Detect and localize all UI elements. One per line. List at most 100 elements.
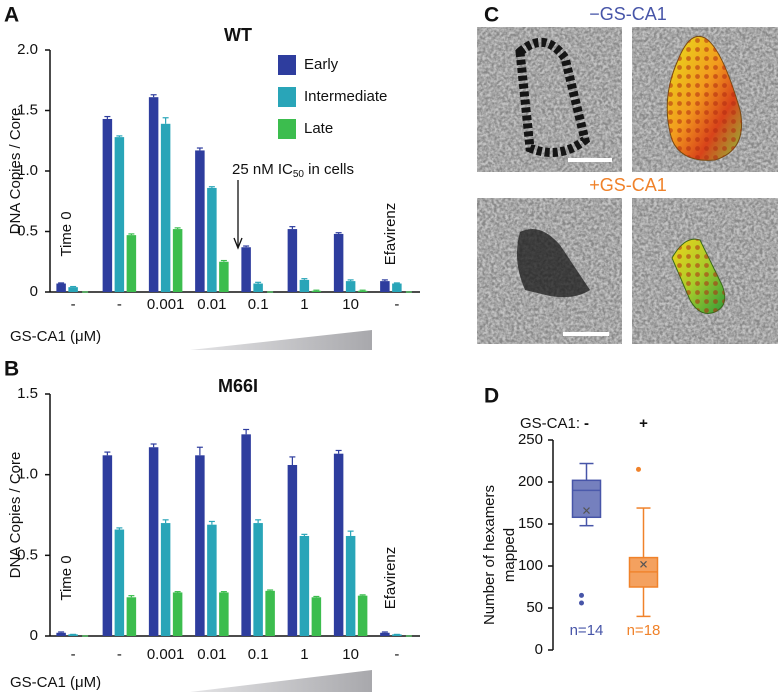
y-axis-title: mapped bbox=[501, 528, 518, 582]
y-axis-title: Number of hexamers bbox=[481, 485, 498, 625]
bar bbox=[253, 523, 263, 636]
y-tick-label: 150 bbox=[518, 515, 543, 532]
mean-marker bbox=[640, 560, 647, 568]
error-bar bbox=[150, 94, 157, 98]
core-model-dots bbox=[672, 239, 725, 314]
error-bar bbox=[104, 115, 111, 119]
core-outline bbox=[516, 228, 590, 298]
x-tick-label: 10 bbox=[342, 646, 359, 663]
annotation: Time 0 bbox=[58, 211, 75, 256]
x-tick-label: - bbox=[394, 646, 399, 663]
error-bar bbox=[150, 443, 157, 448]
error-bar bbox=[220, 591, 227, 593]
condition-label: +GS-CA1 bbox=[589, 175, 667, 195]
error-bar bbox=[196, 147, 203, 151]
error-bar bbox=[58, 282, 65, 284]
y-tick-label: 0.5 bbox=[17, 222, 38, 239]
x-axis-title: GS-CA1 (μM) bbox=[10, 328, 101, 345]
n-label: n=14 bbox=[570, 622, 604, 639]
condition-label: −GS-CA1 bbox=[589, 4, 667, 24]
outlier bbox=[579, 600, 584, 606]
error-bar bbox=[196, 446, 203, 456]
core-model-dots bbox=[667, 36, 742, 161]
bar bbox=[68, 634, 78, 636]
bar bbox=[102, 118, 113, 292]
bar bbox=[392, 634, 402, 636]
x-tick-label: - bbox=[117, 296, 122, 313]
bar bbox=[160, 123, 171, 292]
error-bar bbox=[381, 631, 388, 633]
error-bar bbox=[116, 135, 123, 138]
bar bbox=[126, 235, 137, 292]
y-tick-label: 0 bbox=[30, 627, 38, 644]
x-tick-label: 0.1 bbox=[248, 646, 269, 663]
y-axis-title: DNA Copies / Core bbox=[7, 108, 24, 235]
category-label: + bbox=[639, 415, 648, 432]
bar bbox=[380, 632, 390, 636]
error-bar bbox=[70, 285, 77, 288]
chart-title: WT bbox=[224, 25, 252, 45]
error-bar bbox=[58, 631, 65, 633]
bar bbox=[126, 597, 137, 636]
error-bar bbox=[267, 589, 274, 591]
panel-letter: B bbox=[4, 358, 19, 381]
error-bar bbox=[313, 289, 320, 291]
y-axis-title: DNA Copies / Core bbox=[7, 452, 24, 579]
bar bbox=[357, 595, 368, 636]
annotation: Time 0 bbox=[58, 555, 75, 600]
y-tick-label: 2.0 bbox=[17, 41, 38, 58]
bar bbox=[219, 261, 229, 292]
error-bar bbox=[174, 591, 181, 593]
bar bbox=[287, 464, 298, 636]
error-bar bbox=[289, 456, 296, 465]
bar bbox=[311, 290, 322, 292]
bar bbox=[195, 455, 205, 636]
error-bar bbox=[208, 520, 215, 525]
x-tick-label: 0.01 bbox=[197, 296, 226, 313]
box bbox=[571, 479, 602, 519]
error-bar bbox=[381, 279, 388, 282]
x-tick-label: 1 bbox=[300, 646, 308, 663]
bar bbox=[207, 524, 217, 636]
panel-letter: A bbox=[4, 4, 19, 27]
bar bbox=[195, 150, 205, 292]
annotation: Efavirenz bbox=[382, 547, 399, 610]
error-bar bbox=[220, 259, 227, 262]
y-tick-label: 50 bbox=[526, 599, 543, 616]
group-label: GS-CA1: bbox=[520, 415, 580, 432]
error-bar bbox=[335, 232, 342, 234]
y-tick-label: 1.0 bbox=[17, 466, 38, 483]
error-bar bbox=[174, 227, 181, 230]
bar bbox=[333, 233, 344, 292]
bar bbox=[345, 281, 356, 292]
bar bbox=[114, 529, 125, 636]
bar bbox=[253, 283, 263, 292]
bar bbox=[114, 137, 125, 292]
bar bbox=[392, 283, 402, 292]
error-bar bbox=[162, 519, 169, 524]
outlier bbox=[579, 592, 584, 598]
error-bar bbox=[347, 279, 354, 282]
error-bar bbox=[359, 289, 366, 291]
error-bar bbox=[289, 226, 296, 230]
error-bar bbox=[243, 428, 250, 435]
x-tick-label: - bbox=[71, 296, 76, 313]
bar bbox=[299, 535, 310, 636]
bar bbox=[56, 632, 66, 636]
x-tick-label: 0.001 bbox=[147, 296, 185, 313]
dose-ramp bbox=[190, 670, 372, 692]
x-tick-label: 1 bbox=[300, 296, 308, 313]
bar bbox=[207, 187, 217, 292]
bar bbox=[345, 535, 356, 636]
annotation-part: 50 bbox=[293, 169, 305, 180]
panel-letter: C bbox=[484, 4, 499, 27]
x-axis-title: GS-CA1 (μM) bbox=[10, 674, 101, 691]
bar bbox=[241, 434, 251, 636]
y-tick-label: 0.5 bbox=[17, 546, 38, 563]
y-tick-label: 0 bbox=[30, 283, 38, 300]
legend-swatch bbox=[278, 55, 296, 75]
core-outline bbox=[515, 38, 591, 157]
y-tick-label: 1.5 bbox=[17, 101, 38, 118]
